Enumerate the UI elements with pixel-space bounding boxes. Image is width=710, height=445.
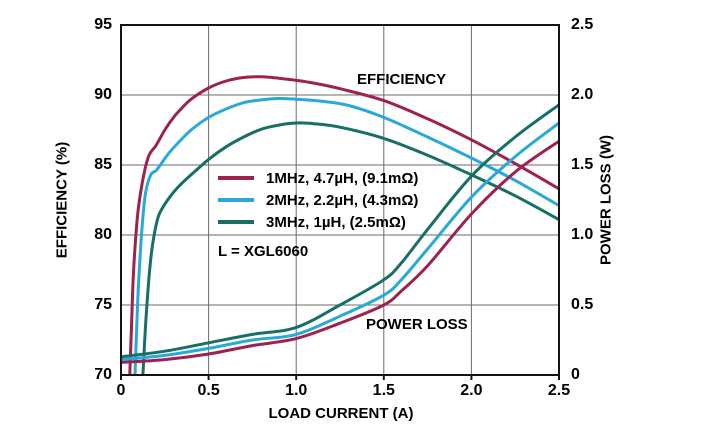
y-tick-label-left: 80 [94,226,112,243]
y-axis-title-left: EFFICIENCY (%) [53,141,71,259]
x-tick-label: 0 [116,382,126,399]
x-tick-label: 1.0 [285,382,308,399]
y-axis-title-right: POWER LOSS (W) [597,135,615,265]
y-tick-label-right: 2.5 [571,16,594,33]
legend-label: 1MHz, 4.7µH, (9.1mΩ) [266,169,419,187]
y-tick-label-left: 90 [94,86,112,103]
y-tick-label-left: 75 [94,296,112,313]
y-tick-label-right: 1.0 [571,226,594,243]
x-tick-label: 1.5 [372,382,395,399]
curve-power-loss-2mhz [120,121,560,362]
legend-label: 3MHz, 1µH, (2.5mΩ) [266,213,406,231]
x-tick-label: 2.5 [547,382,571,399]
curve-efficiency-1mhz [128,75,560,376]
curve-power-loss-1mhz [120,139,560,364]
legend-swatch [218,220,254,224]
legend-swatch [218,176,254,180]
plot-frame [120,24,560,376]
y-tick-label-right: 2.0 [571,86,594,103]
efficiency-annotation: EFFICIENCY [357,71,447,88]
y-tick-label-left: 85 [94,156,112,173]
legend: 1MHz, 4.7µH, (9.1mΩ) 2MHz, 2.2µH, (4.3mΩ)… [218,167,418,233]
y-tick-label-right: 1.5 [571,156,594,173]
legend-item: 2MHz, 2.2µH, (4.3mΩ) [218,189,418,211]
x-tick-label: 0.5 [197,382,220,399]
curve-power-loss-3mhz [120,103,560,359]
legend-swatch [218,198,254,202]
y-tick-label-left: 95 [94,16,112,33]
power-loss-annotation: POWER LOSS [366,316,468,333]
y-tick-label-right: 0.5 [571,296,594,313]
legend-item: 1MHz, 4.7µH, (9.1mΩ) [218,167,418,189]
curve-efficiency-2mhz [133,96,560,376]
legend-item: 3MHz, 1µH, (2.5mΩ) [218,211,418,233]
legend-label: 2MHz, 2.2µH, (4.3mΩ) [266,191,419,209]
x-tick-label: 2.0 [460,382,483,399]
inductor-annotation: L = XGL6060 [218,243,309,260]
y-tick-label-right: 0 [571,366,580,383]
y-tick-label-left: 70 [94,366,112,383]
curve-efficiency-3mhz [141,121,560,376]
x-axis-title: LOAD CURRENT (A) [268,405,414,422]
